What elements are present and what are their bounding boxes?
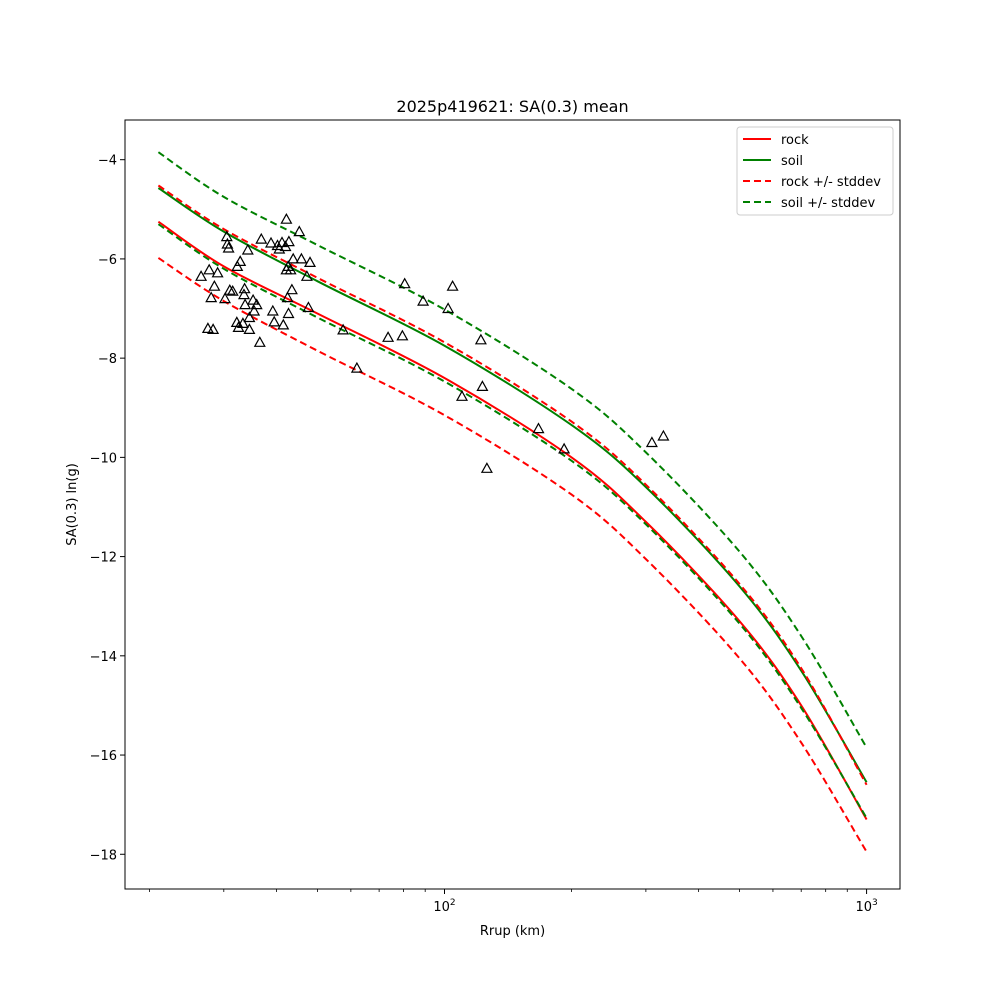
- y-tick-label: −16: [90, 749, 117, 764]
- y-tick-label: −6: [98, 253, 117, 268]
- x-tick-label: 102: [433, 898, 455, 915]
- observation-point: [201, 322, 214, 333]
- observation-point: [238, 282, 251, 294]
- observation-point: [237, 288, 251, 300]
- legend-label: rock +/- stddev: [781, 175, 881, 190]
- observation-point: [300, 270, 313, 281]
- observation-point: [295, 252, 308, 264]
- y-tick-label: −18: [90, 848, 117, 863]
- observation-point: [266, 304, 279, 316]
- observation-point: [337, 323, 350, 335]
- series-line-3: [157, 257, 868, 853]
- observation-point: [446, 279, 459, 291]
- observation-point: [221, 237, 234, 249]
- x-axis-label: Rrup (km): [480, 924, 545, 939]
- y-tick-label: −10: [90, 451, 117, 466]
- x-tick-label-exponent: 2: [450, 898, 456, 908]
- observation-point: [476, 380, 489, 391]
- observation-point: [282, 307, 295, 319]
- observation-point: [277, 318, 290, 330]
- chart-title: 2025p419621: SA(0.3) mean: [396, 97, 628, 116]
- observation-point: [280, 212, 293, 224]
- observation-point: [281, 291, 294, 303]
- observation-point: [382, 331, 395, 342]
- observation-point: [253, 336, 266, 347]
- observation-point: [287, 252, 300, 264]
- y-axis-label: SA(0.3) ln(g): [65, 463, 80, 546]
- observation-point: [203, 263, 216, 275]
- observation-point: [350, 361, 363, 373]
- y-tick-label: −4: [98, 154, 117, 169]
- observation-point: [268, 315, 281, 327]
- observation-point: [302, 301, 315, 313]
- series-line-5: [157, 223, 868, 819]
- y-tick-label: −8: [98, 352, 117, 367]
- observation-point: [455, 390, 469, 401]
- observation-point: [211, 266, 224, 278]
- legend-label: soil: [781, 154, 803, 169]
- observation-point: [250, 298, 263, 310]
- legend-box: [736, 126, 894, 216]
- observation-point: [226, 284, 239, 296]
- observation-point: [284, 263, 297, 275]
- observation-point: [657, 429, 670, 441]
- legend: rock soil rock +/- stddev soil +/- stddev: [736, 126, 894, 216]
- series-line-4: [157, 151, 868, 749]
- observation-point: [303, 256, 317, 267]
- y-tick-label: −14: [90, 650, 117, 665]
- observation-point: [195, 270, 208, 281]
- x-tick-label: 103: [855, 898, 877, 915]
- legend-label: rock: [781, 133, 809, 148]
- observation-point: [396, 329, 409, 341]
- observation-point: [223, 283, 236, 295]
- series-line-2: [157, 184, 868, 786]
- observation-point: [442, 302, 455, 314]
- observation-point: [417, 294, 430, 306]
- plot-area: [157, 151, 868, 853]
- observation-point: [474, 333, 487, 345]
- observation-point: [207, 323, 220, 334]
- y-tick-label: −12: [90, 551, 117, 566]
- x-tick-label-base: 10: [855, 900, 872, 915]
- observation-point: [480, 462, 493, 473]
- series-line-0: [157, 220, 868, 820]
- observation-point: [236, 317, 249, 328]
- series-line-1: [157, 187, 868, 783]
- plot-frame: [124, 119, 901, 890]
- observation-point: [205, 291, 218, 303]
- legend-label: soil +/- stddev: [781, 196, 876, 211]
- observation-point: [218, 292, 232, 304]
- observation-point: [285, 283, 298, 295]
- observation-point: [645, 436, 658, 448]
- observation-point: [255, 232, 268, 244]
- observation-point: [247, 293, 260, 305]
- observation-point: [208, 279, 221, 291]
- observation-point: [222, 241, 235, 253]
- observation-point: [248, 304, 261, 316]
- observation-point: [282, 235, 295, 247]
- observation-point: [264, 236, 278, 248]
- observation-point: [243, 311, 256, 323]
- observation-point: [293, 225, 306, 237]
- observation-point: [275, 236, 289, 248]
- observation-point: [558, 442, 571, 454]
- observation-point: [243, 323, 256, 334]
- axes: 102 103−4−6−8−10−12−14−16−18: [90, 154, 878, 915]
- observation-point: [398, 277, 411, 289]
- observation-point: [234, 255, 247, 266]
- x-tick-label-exponent: 3: [872, 898, 878, 908]
- observation-point: [241, 243, 254, 255]
- x-tick-label-base: 10: [433, 900, 450, 915]
- observation-point: [532, 422, 545, 434]
